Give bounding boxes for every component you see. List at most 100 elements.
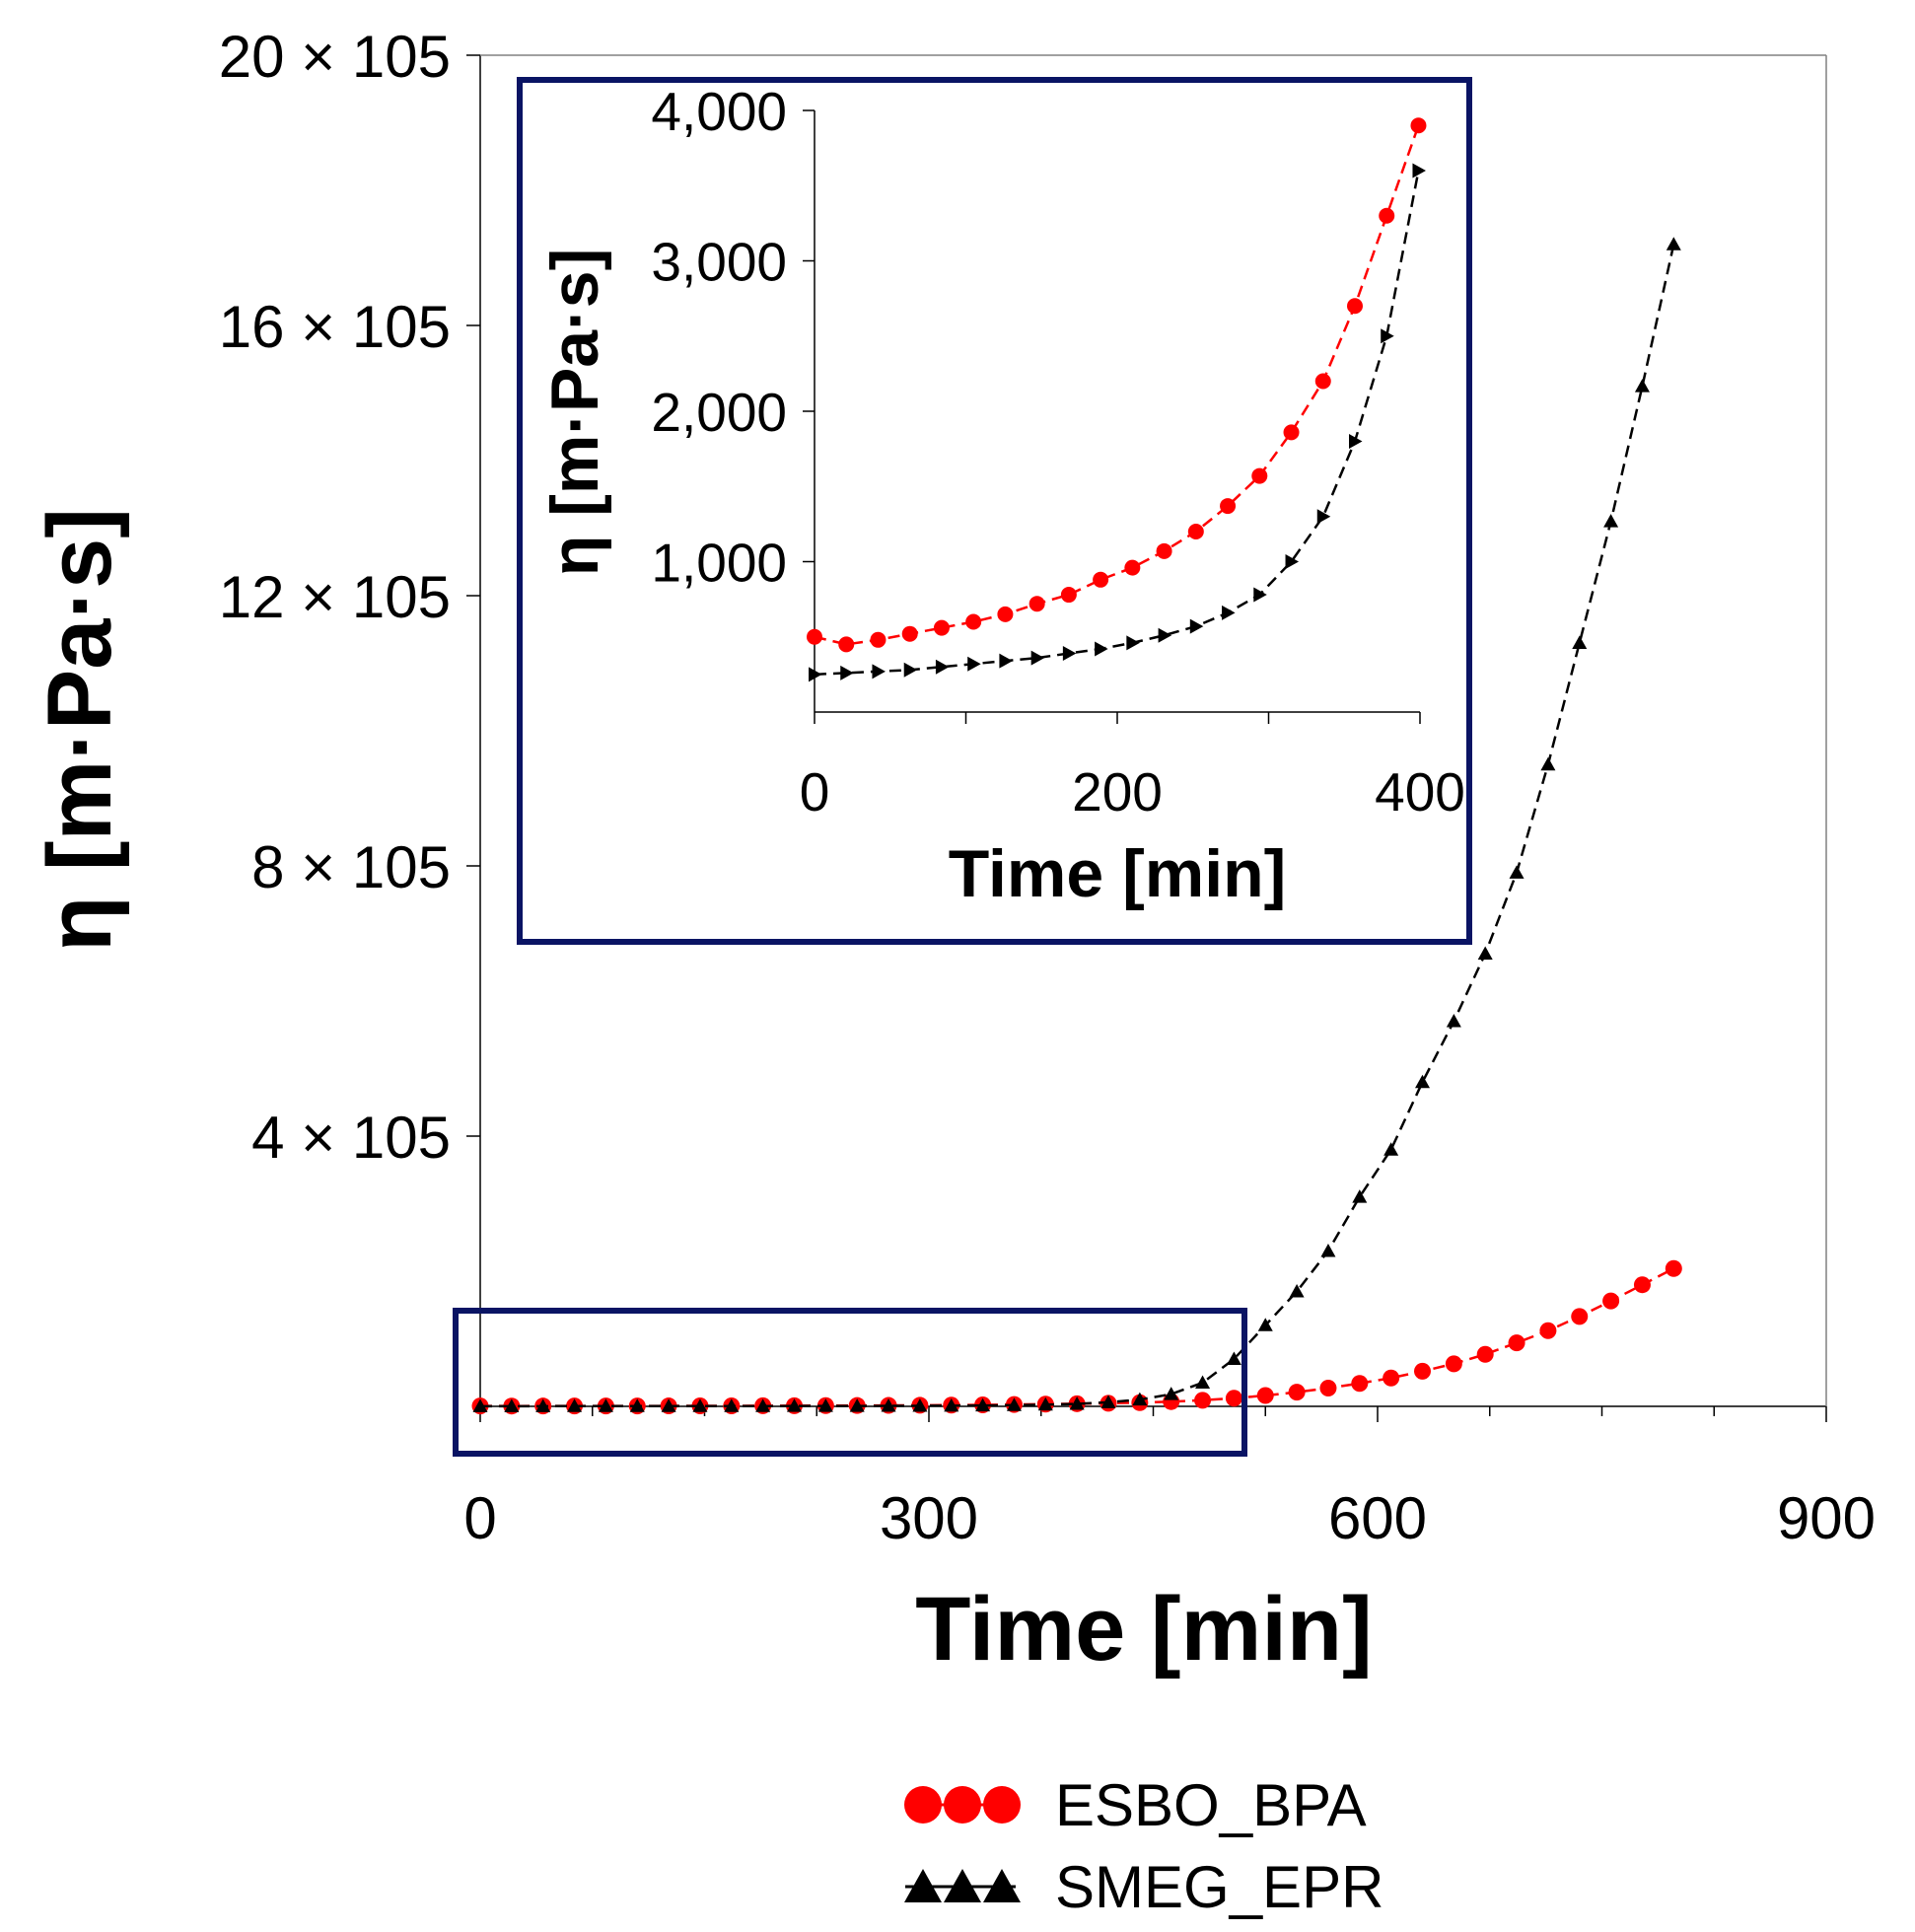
- main-point-SMEG_EPR: [1132, 1392, 1148, 1406]
- main-y-tick-label: 8 × 105: [251, 834, 451, 900]
- main-point-ESBO_BPA: [1319, 1380, 1337, 1397]
- inset-x-tick-label: 0: [800, 761, 830, 823]
- inset-y-tick-label: 3,000: [651, 232, 787, 293]
- main-point-SMEG_EPR: [1100, 1395, 1116, 1408]
- inset-point-ESBO_BPA: [838, 636, 855, 653]
- zoom-region-box: [453, 1308, 1247, 1457]
- main-point-SMEG_EPR: [1006, 1397, 1022, 1411]
- inset-point-ESBO_BPA: [1124, 559, 1141, 576]
- inset-point-SMEG_EPR: [967, 656, 981, 672]
- inset-point-SMEG_EPR: [872, 664, 886, 680]
- main-point-SMEG_EPR: [661, 1398, 676, 1412]
- inset-point-SMEG_EPR: [1381, 328, 1394, 344]
- inset-point-ESBO_BPA: [1251, 467, 1268, 484]
- main-x-tick-label: 900: [1777, 1485, 1876, 1551]
- inset-x-tick-label: 400: [1375, 761, 1465, 823]
- inset-point-ESBO_BPA: [1093, 571, 1109, 588]
- main-point-SMEG_EPR: [1540, 756, 1556, 771]
- main-point-SMEG_EPR: [881, 1398, 896, 1412]
- inset-point-ESBO_BPA: [1410, 117, 1427, 134]
- inset-point-SMEG_EPR: [999, 653, 1013, 669]
- main-x-tick-label: 0: [463, 1485, 496, 1551]
- main-point-ESBO_BPA: [1633, 1276, 1651, 1294]
- main-x-tick-label: 600: [1328, 1485, 1427, 1551]
- inset-point-SMEG_EPR: [1285, 554, 1300, 569]
- main-point-SMEG_EPR: [755, 1398, 771, 1412]
- main-point-SMEG_EPR: [1572, 635, 1588, 649]
- inset-point-SMEG_EPR: [809, 667, 822, 682]
- inset-y-axis-title: η [m·Pa·s]: [537, 249, 612, 576]
- inset-point-ESBO_BPA: [1379, 207, 1395, 224]
- inset-point-SMEG_EPR: [1316, 509, 1331, 525]
- main-point-SMEG_EPR: [1195, 1375, 1211, 1390]
- main-point-ESBO_BPA: [1414, 1362, 1431, 1380]
- main-point-SMEG_EPR: [1164, 1387, 1179, 1400]
- main-point-SMEG_EPR: [1509, 865, 1525, 879]
- inset-point-SMEG_EPR: [1158, 627, 1172, 643]
- inset-point-SMEG_EPR: [935, 659, 950, 675]
- main-point-SMEG_EPR: [1477, 946, 1493, 961]
- main-y-axis-title: η [m·Pa·s]: [30, 508, 130, 952]
- inset-point-ESBO_BPA: [901, 625, 918, 642]
- inset-point-ESBO_BPA: [1346, 298, 1363, 315]
- inset-y-tick-label: 1,000: [651, 533, 787, 594]
- inset-point-SMEG_EPR: [903, 662, 918, 678]
- inset-point-ESBO_BPA: [997, 606, 1014, 622]
- inset-x-axis-title: Time [min]: [949, 836, 1287, 911]
- inset-point-SMEG_EPR: [1348, 434, 1363, 449]
- main-series-line-SMEG_EPR: [479, 244, 1675, 1408]
- inset-point-SMEG_EPR: [1412, 163, 1426, 179]
- main-plot: 4 × 105 8 × 105 12 × 105 16 × 105 20 × 105 0 3…: [30, 24, 1876, 1680]
- inset-point-ESBO_BPA: [807, 628, 822, 645]
- main-point-SMEG_EPR: [598, 1398, 613, 1412]
- inset-point-ESBO_BPA: [1187, 524, 1204, 539]
- main-point-SMEG_EPR: [1320, 1243, 1336, 1257]
- legend-label-SMEG_EPR: SMEG_EPR: [1055, 1854, 1383, 1920]
- inset-point-ESBO_BPA: [1220, 498, 1237, 515]
- main-point-SMEG_EPR: [692, 1398, 708, 1412]
- main-y-tick-label: 16 × 105: [219, 294, 451, 360]
- main-point-SMEG_EPR: [1226, 1351, 1241, 1366]
- main-point-SMEG_EPR: [1383, 1142, 1399, 1156]
- inset-point-ESBO_BPA: [1283, 424, 1300, 441]
- inset-point-SMEG_EPR: [1126, 635, 1140, 651]
- main-point-SMEG_EPR: [724, 1398, 740, 1412]
- inset-point-SMEG_EPR: [840, 665, 854, 680]
- main-point-SMEG_EPR: [1037, 1396, 1053, 1411]
- inset-y-tick-label: 4,000: [651, 81, 787, 142]
- legend-marker-ESBO_BPA: [944, 1786, 981, 1824]
- main-point-SMEG_EPR: [1666, 237, 1681, 250]
- main-point-SMEG_EPR: [535, 1398, 551, 1412]
- main-x-axis-title: Time [min]: [915, 1579, 1372, 1680]
- main-point-SMEG_EPR: [1415, 1074, 1430, 1089]
- main-point-SMEG_EPR: [504, 1398, 520, 1412]
- inset-point-ESBO_BPA: [933, 619, 950, 636]
- main-point-ESBO_BPA: [1665, 1259, 1682, 1277]
- main-y-tick-label: 20 × 105: [219, 24, 451, 90]
- main-point-SMEG_EPR: [1257, 1318, 1273, 1331]
- inset-point-SMEG_EPR: [1189, 618, 1204, 634]
- main-point-ESBO_BPA: [1445, 1355, 1462, 1373]
- inset-point-ESBO_BPA: [1028, 596, 1045, 612]
- legend-label-ESBO_BPA: ESBO_BPA: [1055, 1772, 1367, 1838]
- main-point-ESBO_BPA: [1539, 1322, 1557, 1339]
- inset-point-ESBO_BPA: [870, 631, 887, 648]
- inset-point-SMEG_EPR: [1095, 641, 1108, 657]
- main-point-ESBO_BPA: [1476, 1345, 1494, 1363]
- main-point-ESBO_BPA: [1571, 1308, 1589, 1325]
- inset-x-tick-label: 200: [1072, 761, 1163, 823]
- main-point-SMEG_EPR: [1069, 1396, 1085, 1410]
- main-point-SMEG_EPR: [817, 1398, 833, 1412]
- legend-marker-SMEG_EPR: [983, 1869, 1021, 1902]
- main-point-ESBO_BPA: [1288, 1384, 1306, 1401]
- inset-point-ESBO_BPA: [1156, 542, 1172, 559]
- inset-frame: [517, 77, 1472, 945]
- main-y-tick-label: 4 × 105: [251, 1105, 451, 1171]
- inset-point-ESBO_BPA: [1314, 373, 1331, 390]
- main-point-SMEG_EPR: [1603, 514, 1619, 528]
- inset-point-SMEG_EPR: [1222, 605, 1236, 620]
- main-point-SMEG_EPR: [1634, 379, 1650, 393]
- main-series-line-ESBO_BPA: [479, 1267, 1674, 1407]
- main-point-SMEG_EPR: [629, 1398, 645, 1412]
- main-point-SMEG_EPR: [944, 1397, 959, 1412]
